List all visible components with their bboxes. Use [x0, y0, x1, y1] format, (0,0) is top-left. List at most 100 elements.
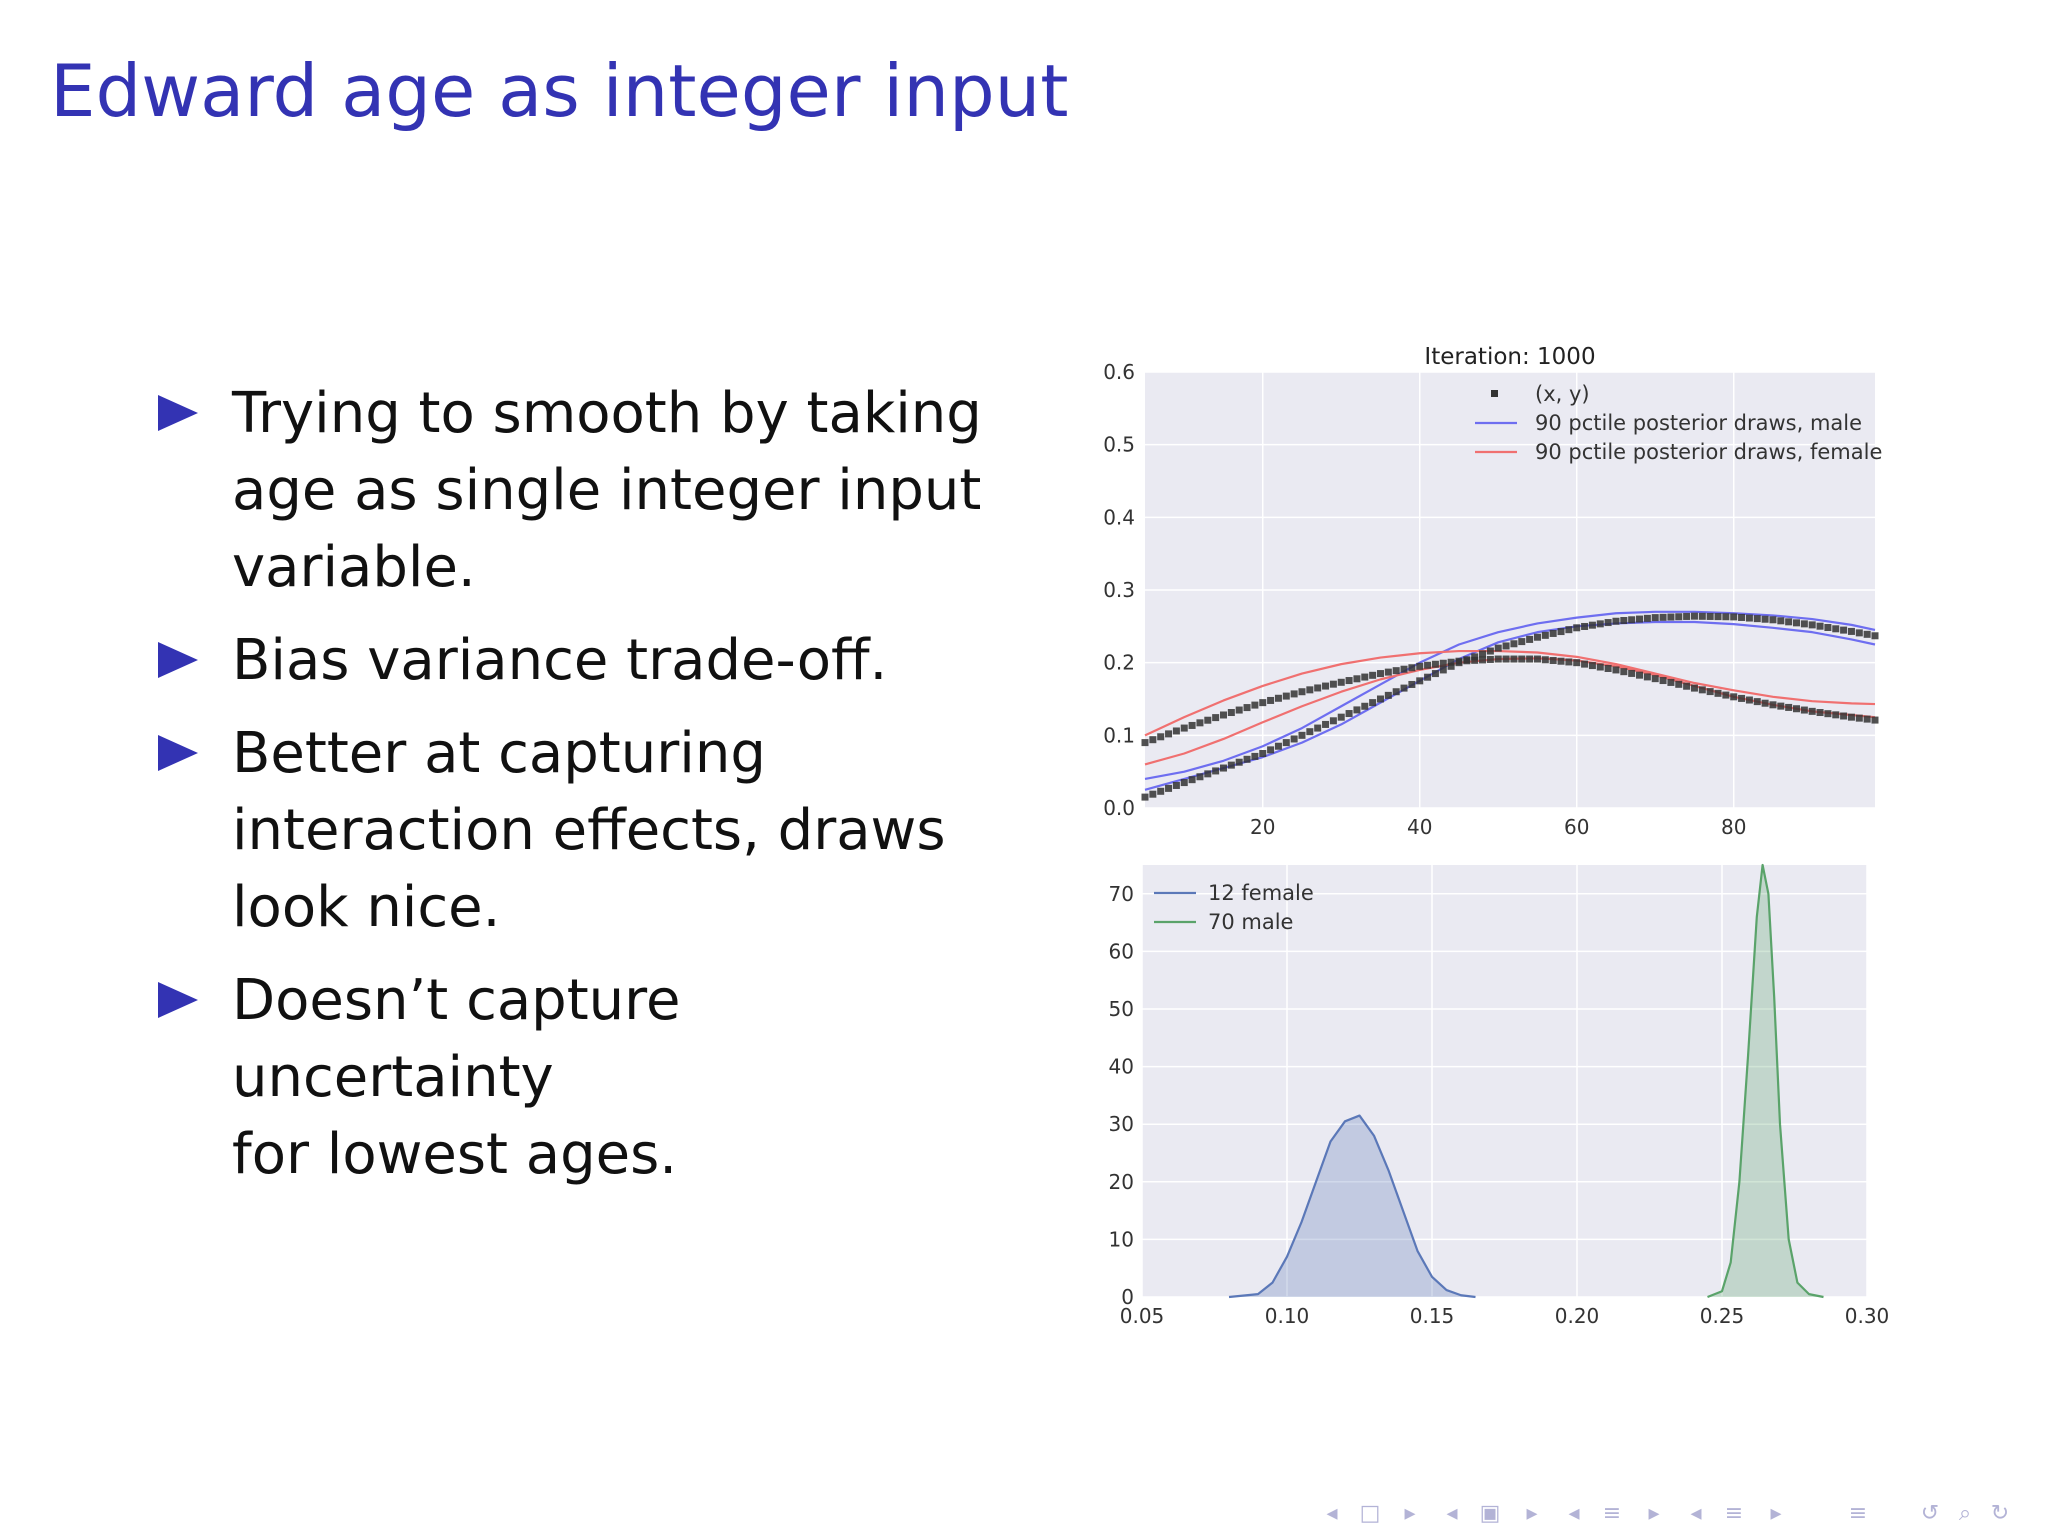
data-point [1431, 660, 1439, 668]
nav-glyph-icon[interactable]: ⌕ [1959, 1501, 1971, 1526]
data-point [1494, 655, 1502, 663]
kde-line [1707, 863, 1824, 1299]
legend-label: 90 pctile posterior draws, female [1535, 440, 1882, 464]
y-tick-label: 0.1 [1103, 723, 1135, 747]
data-point [1533, 655, 1541, 663]
bullet-line: Better at capturing [232, 721, 766, 786]
data-point [1847, 627, 1855, 635]
data-point [1588, 621, 1596, 629]
bullet-item: Doesn’t capture uncertainty for lowest a… [150, 962, 1000, 1193]
data-point [1290, 690, 1298, 698]
nav-glyph-icon[interactable]: ↺ [1921, 1501, 1939, 1526]
bullet-item: Better at capturing interaction effects,… [150, 715, 1000, 946]
legend-marker-points [1491, 390, 1498, 397]
data-point [1620, 617, 1628, 625]
legend-label: (x, y) [1535, 382, 1590, 406]
data-point [1196, 719, 1204, 727]
data-point [1298, 731, 1306, 739]
nav-glyph-icon[interactable]: ▸ [1526, 1501, 1537, 1526]
data-point [1722, 613, 1730, 621]
data-point [1235, 706, 1243, 714]
legend-label: 70 male [1208, 910, 1293, 934]
data-point [1157, 787, 1165, 795]
nav-glyph-icon[interactable]: ◂ [1568, 1501, 1579, 1526]
kde-area [1707, 865, 1824, 1297]
data-point [1526, 655, 1534, 663]
data-point [1510, 655, 1518, 663]
data-point [1251, 752, 1259, 760]
y-tick-label: 0.5 [1103, 433, 1135, 457]
x-tick-label: 0.05 [1120, 1304, 1165, 1328]
data-point [1196, 773, 1204, 781]
data-point [1722, 691, 1730, 699]
data-point [1785, 618, 1793, 626]
data-point [1204, 716, 1212, 724]
nav-glyph-icon[interactable]: ↻ [1991, 1501, 2009, 1526]
y-tick-label: 20 [1109, 1170, 1134, 1194]
data-point [1745, 614, 1753, 622]
nav-glyph-icon[interactable]: ≡ [1725, 1501, 1743, 1526]
data-point [1149, 736, 1157, 744]
data-point [1212, 767, 1220, 775]
charts-figure: 0.0 0.1 0.2 0.3 0.4 0.5 0.6 20 40 60 80 Iteration: … [1103, 344, 1889, 1328]
data-point [1259, 699, 1267, 707]
data-point [1494, 644, 1502, 652]
nav-glyph-icon[interactable]: ▣ [1480, 1501, 1501, 1526]
data-point [1683, 612, 1691, 620]
nav-glyph-icon[interactable]: ◂ [1690, 1501, 1701, 1526]
data-point [1172, 781, 1180, 789]
data-point [1690, 684, 1698, 692]
data-point [1533, 633, 1541, 641]
data-point [1706, 612, 1714, 620]
nav-glyph-icon[interactable]: ▸ [1404, 1501, 1415, 1526]
data-point [1392, 667, 1400, 675]
chart-top: 0.0 0.1 0.2 0.3 0.4 0.5 0.6 20 40 60 80 Iteration: … [1103, 344, 1882, 839]
data-point [1871, 716, 1879, 724]
y-tick-label: 60 [1109, 939, 1134, 963]
nav-glyph-icon[interactable]: ▸ [1648, 1501, 1659, 1526]
data-point [1824, 710, 1832, 718]
data-point [1282, 739, 1290, 747]
data-point [1408, 664, 1416, 672]
data-point [1675, 613, 1683, 621]
x-tick-label: 0.20 [1555, 1304, 1600, 1328]
data-point [1636, 671, 1644, 679]
bullet-item: Trying to smooth by taking age as single… [150, 375, 1000, 606]
data-point [1227, 709, 1235, 717]
slide-title: Edward age as integer input [50, 49, 1069, 133]
chart-title: Iteration: 1000 [1424, 344, 1595, 370]
legend-label: 12 female [1208, 881, 1314, 905]
data-point [1541, 656, 1549, 664]
data-point [1526, 635, 1534, 643]
data-point [1581, 660, 1589, 668]
data-point [1165, 784, 1173, 792]
data-point [1651, 675, 1659, 683]
nav-glyph-icon[interactable]: ◂ [1326, 1501, 1337, 1526]
data-point [1274, 742, 1282, 750]
data-point [1212, 714, 1220, 722]
nav-glyph-icon[interactable]: ▸ [1770, 1501, 1781, 1526]
data-point [1329, 680, 1337, 688]
data-point [1683, 682, 1691, 690]
data-point [1855, 629, 1863, 637]
nav-glyph-icon[interactable]: □ [1360, 1501, 1381, 1526]
data-point [1157, 733, 1165, 741]
data-point [1800, 620, 1808, 628]
bullet-line: for lowest ages. [232, 1122, 678, 1187]
data-point [1314, 684, 1322, 692]
data-point [1219, 711, 1227, 719]
data-point [1604, 619, 1612, 627]
data-point [1353, 675, 1361, 683]
data-point [1824, 623, 1832, 631]
data-point [1745, 696, 1753, 704]
nav-glyph-icon[interactable]: ◂ [1446, 1501, 1457, 1526]
data-point [1549, 629, 1557, 637]
data-point [1769, 701, 1777, 709]
data-point [1400, 665, 1408, 673]
navigation-icons: ◂ □ ▸ ◂ ▣ ▸ ◂ ≡ ▸ ◂ ≡ ▸ ≡ ↺ ⌕ ↻ [1326, 1501, 2009, 1526]
data-point [1753, 698, 1761, 706]
nav-glyph-icon[interactable]: ≡ [1603, 1501, 1621, 1526]
data-point [1502, 642, 1510, 650]
nav-glyph-icon[interactable]: ≡ [1849, 1501, 1867, 1526]
y-tick-label: 30 [1109, 1112, 1134, 1136]
